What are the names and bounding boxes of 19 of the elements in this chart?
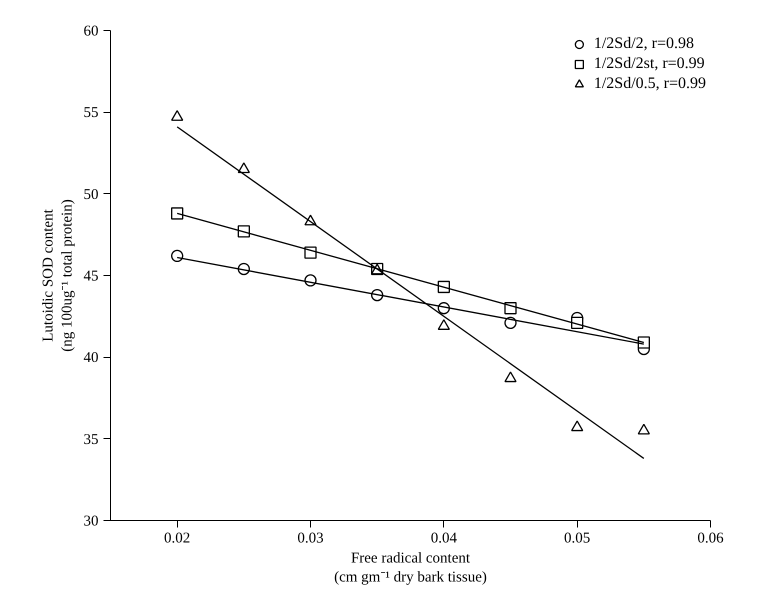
y-tick-label: 35: [84, 432, 98, 448]
y-tick-label: 40: [84, 350, 98, 366]
y-tick-label: 30: [84, 514, 98, 530]
point: [171, 207, 184, 220]
y-tick-label: 50: [84, 186, 98, 203]
x-tick-label: 0.05: [564, 530, 590, 546]
x-tick-label: 0.03: [297, 530, 324, 546]
y-tick-label: 45: [84, 268, 98, 284]
legend-label: 1/2Sd/2, r=0.98: [594, 35, 694, 53]
x-tick-label: 0.04: [430, 530, 458, 546]
x-tick-label: 0.06: [697, 530, 724, 546]
legend-label: 1/2Sd/2st, r=0.99: [594, 55, 705, 73]
x-tick-label: 0.02: [164, 530, 190, 546]
y-tick-label: 60: [84, 24, 98, 40]
legend-label: 1/2Sd/0.5, r=0.99: [594, 75, 706, 93]
x-axis-title: Free radical content (cm gm⁻¹ dry bark tissue): [334, 550, 487, 586]
point: [171, 250, 184, 262]
y-axis-title: Lutoidic SOD content (ng 100ug⁻¹ total protein): [40, 199, 76, 352]
y-tick-label: 55: [84, 105, 98, 122]
